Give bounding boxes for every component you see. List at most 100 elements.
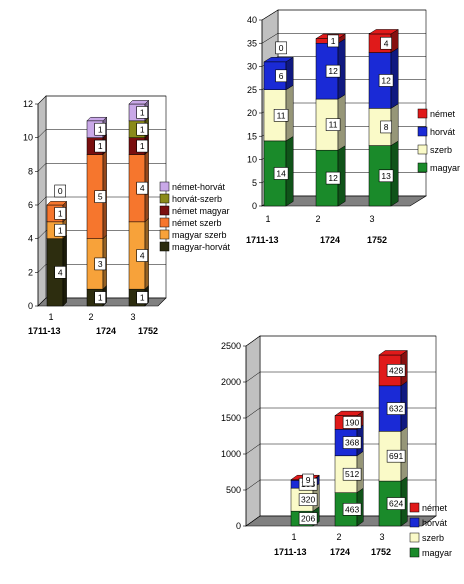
data-label: 1 <box>58 208 63 218</box>
gridline <box>37 297 166 307</box>
y-tick-label: 0 <box>252 201 257 211</box>
x-tick-label: 3 <box>369 214 374 224</box>
bar-top <box>263 57 295 63</box>
legend-entry: német magyar <box>172 206 230 216</box>
data-label: 0 <box>58 186 63 196</box>
data-label: 14 <box>276 168 286 178</box>
legend-swatch <box>409 532 420 543</box>
legend-swatch <box>417 126 428 137</box>
x-tick-label: 3 <box>130 312 135 322</box>
gridline <box>245 479 436 491</box>
y-tick-label: 2500 <box>221 341 241 351</box>
x-tick-label: 3 <box>379 532 384 542</box>
data-label-box <box>378 169 394 183</box>
data-label-box <box>94 291 106 304</box>
y-tick-label: 35 <box>247 38 257 48</box>
data-label-box <box>54 223 67 237</box>
data-label-box <box>298 493 318 506</box>
data-label: 190 <box>345 417 359 427</box>
y-tick-label: 4 <box>28 234 33 244</box>
y-tick-label: 15 <box>247 131 257 141</box>
data-label-box <box>386 364 406 377</box>
data-label: 4 <box>58 267 63 277</box>
gridline <box>37 196 166 206</box>
data-label-box <box>94 190 106 203</box>
data-label: 1 <box>140 124 145 134</box>
data-label-box <box>54 207 67 220</box>
y-tick-label: 0 <box>28 301 33 311</box>
data-label: 11 <box>277 110 286 120</box>
data-label: 12 <box>381 75 391 85</box>
x-tick-label: 2 <box>88 312 93 322</box>
data-label-box <box>54 184 67 198</box>
data-label-box <box>380 120 392 134</box>
y-tick-label: 25 <box>247 85 257 95</box>
data-label-box <box>325 171 341 185</box>
year-label: 1724 <box>330 547 350 557</box>
gridline <box>37 163 166 172</box>
data-label-box <box>54 266 67 279</box>
legend-swatch <box>159 193 170 204</box>
data-label: 1 <box>140 141 145 151</box>
legend-swatch <box>159 241 170 252</box>
legend-entry: magyar szerb <box>172 230 227 240</box>
data-label-box <box>342 436 362 449</box>
y-tick-label: 2000 <box>221 377 241 387</box>
gridline <box>261 9 426 21</box>
x-tick-label: 2 <box>315 214 320 224</box>
y-tick-label: 30 <box>247 62 257 72</box>
legend-entry: német <box>430 109 456 119</box>
data-label-box <box>302 473 314 487</box>
gridline <box>245 407 436 419</box>
legend-entry: szerb <box>430 145 452 155</box>
data-label: 512 <box>345 469 359 479</box>
year-label: 1752 <box>367 235 387 245</box>
data-label-box <box>386 497 406 510</box>
legend-entry: magyar <box>422 548 452 558</box>
year-label: 1724 <box>320 235 340 245</box>
legend-swatch <box>417 162 428 173</box>
data-label-box <box>136 249 148 262</box>
data-label-box <box>342 467 362 481</box>
chart-1: 024681012411011711-131351121724144111317… <box>23 95 231 336</box>
year-label: 1711-13 <box>274 547 307 557</box>
legend-entry: horvát-szerb <box>172 194 222 204</box>
data-label-box <box>94 257 106 271</box>
y-tick-label: 5 <box>252 178 257 188</box>
y-tick-label: 6 <box>28 200 33 210</box>
data-label-box <box>325 118 341 131</box>
x-tick-label: 1 <box>48 312 53 322</box>
data-label-box <box>325 64 341 78</box>
y-tick-label: 10 <box>23 133 33 143</box>
legend-swatch <box>159 229 170 240</box>
year-label: 1711-13 <box>246 235 279 245</box>
data-label: 4 <box>384 38 389 48</box>
data-label-box <box>275 41 287 55</box>
data-label: 3 <box>98 259 103 269</box>
data-label-box <box>342 503 362 516</box>
bar-top <box>86 116 108 122</box>
legend-swatch <box>159 217 170 228</box>
data-label-box <box>386 402 406 415</box>
data-label: 1 <box>98 141 103 151</box>
data-label-box <box>136 181 148 195</box>
legend-swatch <box>409 517 420 528</box>
bar-top <box>46 201 68 206</box>
y-tick-label: 1000 <box>221 449 241 459</box>
data-label-box <box>136 122 148 136</box>
gridline <box>245 335 436 347</box>
gridline <box>37 95 166 105</box>
data-label-box <box>342 416 362 429</box>
legend: német horvát szerb magyar <box>409 502 452 558</box>
y-tick-label: 10 <box>247 155 257 165</box>
data-label: 1 <box>98 124 103 134</box>
data-label: 11 <box>329 120 338 130</box>
data-label-box <box>94 139 106 153</box>
legend-entry: szerb <box>422 533 444 543</box>
data-label: 9 <box>306 475 311 485</box>
data-label-box <box>136 106 148 119</box>
data-label: 5 <box>98 192 103 202</box>
data-label: 4 <box>140 251 145 261</box>
side-wall <box>245 335 261 527</box>
legend-entry: német szerb <box>172 218 222 228</box>
